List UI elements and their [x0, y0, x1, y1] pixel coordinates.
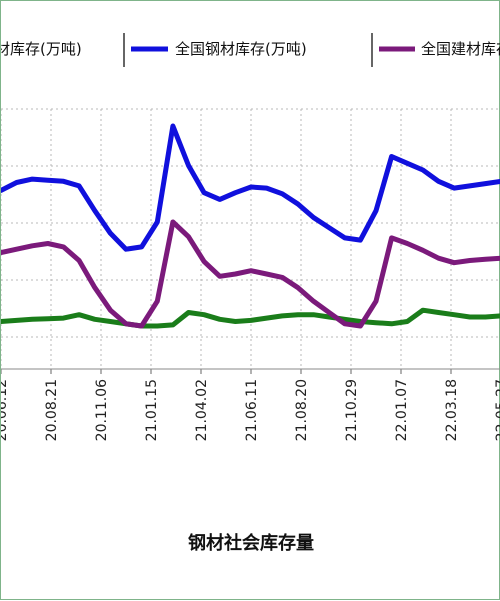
chart-legend: 材库存(万吨) 全国钢材库存(万吨) 全国建材库存(万吨): [1, 33, 500, 67]
x-tick-label: 22.01.07: [394, 379, 410, 441]
x-tick-label: 20.06.12: [1, 379, 10, 441]
x-axis-ticks: 20.06.12 20.08.21 20.11.06 21.01.15 21.04.02…: [1, 369, 500, 441]
x-tick-label: 21.08.20: [294, 379, 310, 441]
series-line-2: [1, 123, 500, 252]
x-tick-label: 21.01.15: [144, 379, 160, 441]
x-tick-label: 20.11.06: [94, 379, 110, 441]
legend-label-2: 全国钢材库存(万吨): [175, 40, 307, 58]
series-line-1: [1, 307, 500, 329]
x-tick-label: 20.08.21: [44, 379, 60, 441]
x-tick-label: 21.06.11: [244, 379, 260, 441]
legend-label-3: 全国建材库存(万吨): [421, 40, 500, 58]
series-line-3: [1, 219, 500, 329]
chart-title: 钢材社会库存量: [188, 533, 314, 554]
x-tick-label: 22.03.18: [444, 379, 460, 441]
legend-label-1: 材库存(万吨): [1, 40, 82, 58]
chart-grid: [1, 108, 500, 369]
x-tick-label: 21.04.02: [194, 379, 210, 441]
series-lines: [1, 123, 500, 329]
x-tick-label: 22.05.27: [494, 379, 500, 441]
x-tick-label: 21.10.29: [344, 379, 360, 441]
